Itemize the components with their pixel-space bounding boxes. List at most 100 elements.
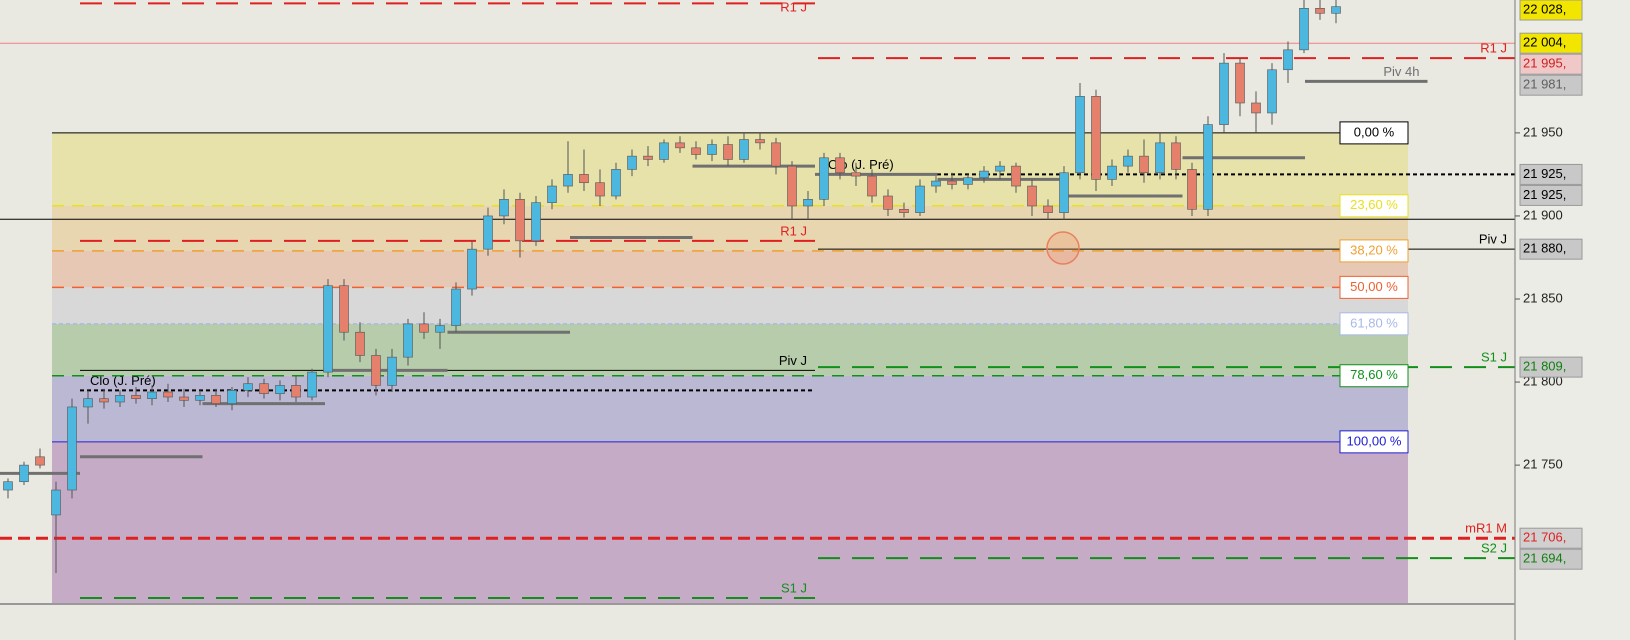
candle-body (579, 174, 589, 184)
candle-body (467, 248, 477, 290)
price-label: 21 694, (1523, 551, 1566, 566)
fib-label-box (1339, 430, 1409, 454)
candle-body (1075, 96, 1085, 174)
candle-body (915, 185, 925, 213)
candle-body (275, 385, 285, 394)
candle-body (451, 288, 461, 326)
y-tick-label: 21 950 (1523, 124, 1563, 139)
fib-label-box (1339, 312, 1409, 336)
price-label: 21 981, (1523, 77, 1566, 92)
candle-body (963, 177, 973, 185)
candle-body (163, 391, 173, 398)
level-label: Clo (J. Pré) (90, 373, 156, 388)
candle-body (899, 209, 909, 213)
candle-body (531, 202, 541, 242)
candle-body (1091, 96, 1101, 180)
fib-label-box (1339, 121, 1409, 145)
candle-body (131, 395, 141, 399)
price-label: 21 880, (1523, 241, 1566, 256)
candle-body (1155, 142, 1165, 174)
candle-body (291, 385, 301, 398)
level-label: S2 J (1481, 541, 1507, 556)
candle-body (611, 169, 621, 197)
candle-body (787, 165, 797, 207)
candle-body (723, 144, 733, 160)
candle-body (1107, 165, 1117, 180)
candle-body (1331, 6, 1341, 14)
candle-body (547, 185, 557, 203)
candle-body (83, 398, 93, 408)
y-tick-label: 21 850 (1523, 290, 1563, 305)
candle-body (1203, 124, 1213, 210)
fib-zone (52, 205, 1408, 251)
fib-zone (52, 250, 1408, 288)
price-label-box (1519, 238, 1583, 260)
fib-label-box (1339, 364, 1409, 388)
fib-label: 38,20 % (1350, 242, 1398, 257)
candle-body (307, 371, 317, 398)
candle-body (1283, 49, 1293, 71)
price-label: 22 004, (1523, 35, 1566, 50)
candle-body (499, 199, 509, 217)
fib-label: 23,60 % (1350, 197, 1398, 212)
candle-body (1027, 185, 1037, 207)
price-label: 21 706, (1523, 530, 1566, 545)
candle-body (739, 139, 749, 160)
candle-body (771, 142, 781, 167)
candle-body (147, 391, 157, 399)
candle-body (627, 155, 637, 170)
fib-extension-zone (52, 441, 1408, 604)
level-label: R1 J (780, 223, 807, 238)
candle-body (1123, 155, 1133, 167)
fib-zone (52, 375, 1408, 442)
price-label-box (1519, 548, 1583, 570)
candle-body (1315, 8, 1325, 14)
candle-body (883, 195, 893, 210)
candle-body (755, 139, 765, 144)
candle-body (867, 175, 877, 197)
candle-body (515, 199, 525, 242)
candle-body (195, 395, 205, 401)
level-label: R1 J (780, 0, 807, 14)
pivot-label: Piv 4h (1383, 64, 1419, 79)
candle-body (211, 395, 221, 404)
candle-body (483, 215, 493, 250)
candle-body (835, 157, 845, 174)
price-label: 21 809, (1523, 359, 1566, 374)
candle-body (323, 285, 333, 373)
candle-body (19, 464, 29, 483)
candle-body (1059, 172, 1069, 213)
candle-body (1139, 155, 1149, 174)
price-label: 21 925, (1523, 166, 1566, 181)
candle-body (243, 383, 253, 391)
candle-body (691, 147, 701, 155)
fib-zone (52, 323, 1408, 376)
candle-body (435, 325, 445, 333)
candle-body (35, 456, 45, 466)
candle-body (1011, 165, 1021, 187)
level-label: R1 J (1480, 41, 1507, 56)
fib-label: 50,00 % (1350, 279, 1398, 294)
candle-body (1267, 69, 1277, 114)
price-label-box (1519, 184, 1583, 206)
candle-body (355, 331, 365, 356)
fib-label-box (1339, 194, 1409, 218)
price-label: 21 925, (1523, 187, 1566, 202)
candle-body (675, 142, 685, 149)
candle-body (67, 406, 77, 491)
price-label: 22 028, (1523, 1, 1566, 16)
price-label-box (1519, 32, 1583, 54)
candle-body (51, 489, 61, 516)
level-label: S1 J (781, 580, 807, 595)
fib-label-box (1339, 275, 1409, 299)
level-label: Piv J (1479, 232, 1507, 247)
candle-body (1251, 102, 1261, 114)
candle-body (1043, 205, 1053, 213)
annotation-circle (1046, 231, 1080, 265)
candle-body (595, 182, 605, 197)
candle-body (403, 323, 413, 358)
candle-body (419, 323, 429, 333)
